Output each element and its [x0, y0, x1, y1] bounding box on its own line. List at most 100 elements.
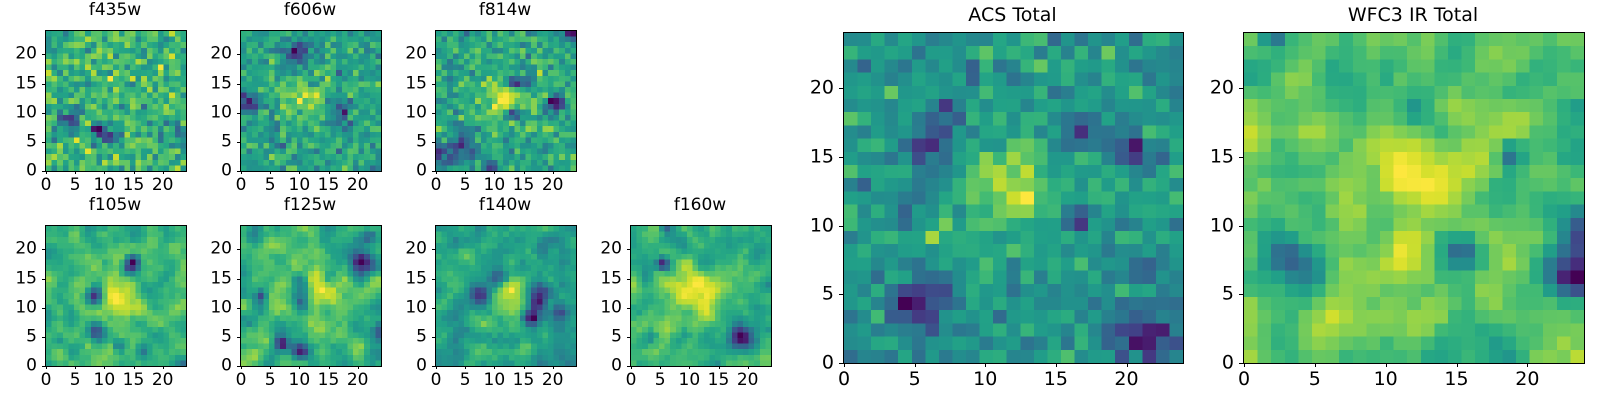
ytick-f814w-5	[432, 141, 435, 143]
yticklabel-f435w-20: 20	[15, 43, 37, 64]
xticklabel-f105w-15: 15	[122, 370, 145, 390]
xtick-acs-total-5	[914, 363, 916, 367]
xtick-f606w-15	[328, 171, 330, 174]
ytick-f140w-5	[432, 336, 435, 338]
yticklabel-f140w-15: 15	[405, 268, 427, 288]
panel-f435w: f435w 0 5 10 15 20 0 5 10 15 20	[0, 0, 187, 202]
xtick-f814w-10	[494, 171, 496, 174]
xticklabel-f814w-0: 0	[430, 175, 442, 195]
yticklabel-f160w-0: 0	[611, 355, 622, 376]
xtick-acs-total-15	[1055, 363, 1057, 367]
xticklabel-f140w-10: 10	[483, 370, 506, 390]
ytick-f606w-0	[237, 171, 240, 172]
panel-acs-total: ACS Total 0 5 10 15 20 0 5 10 15 20	[798, 2, 1184, 394]
xtick-f160w-5	[660, 366, 662, 369]
yticklabel-f814w-0: 0	[416, 160, 427, 181]
panel-title-f105w: f105w	[88, 195, 142, 215]
xtick-wfc3-ir-total-0	[1244, 363, 1245, 367]
panel-title-acs-total: ACS Total	[968, 4, 1057, 26]
ytick-wfc3-ir-total-0	[1239, 363, 1243, 364]
xticklabel-acs-total-15: 15	[1043, 368, 1068, 390]
panel-f105w: f105w 0 5 10 15 20 0 5 10 15 20	[0, 195, 187, 397]
xticklabel-f606w-15: 15	[317, 175, 340, 195]
panel-title-f814w: f814w	[478, 0, 532, 20]
xtick-f125w-0	[241, 366, 242, 369]
xtick-f125w-5	[270, 366, 272, 369]
xticklabel-wfc3-ir-total-20: 20	[1515, 368, 1540, 390]
xticklabel-f435w-20: 20	[151, 175, 174, 195]
xticklabel-f160w-0: 0	[625, 370, 637, 390]
heatmap-f160w	[630, 225, 772, 367]
xtick-f140w-0	[436, 366, 437, 369]
panel-title-wfc3-ir-total: WFC3 IR Total	[1347, 4, 1479, 26]
xtick-f105w-20	[162, 366, 164, 369]
xtick-f105w-15	[133, 366, 135, 369]
yticklabel-f125w-5: 5	[221, 326, 232, 347]
ytick-wfc3-ir-total-10	[1239, 225, 1243, 227]
heatmap-acs-total	[843, 32, 1184, 364]
heatmap-image-f814w	[436, 31, 576, 171]
yticklabel-f606w-15: 15	[210, 73, 232, 93]
panel-title-f125w: f125w	[283, 195, 337, 215]
xticklabel-f435w-15: 15	[122, 175, 145, 195]
ytick-acs-total-0	[839, 363, 843, 364]
xtick-f814w-0	[436, 171, 437, 174]
ytick-f105w-0	[42, 366, 45, 367]
ytick-f435w-15	[42, 83, 45, 85]
yticklabel-f160w-10: 10	[600, 297, 622, 318]
ytick-f125w-0	[237, 366, 240, 367]
xticklabel-f814w-20: 20	[541, 175, 564, 195]
heatmap-image-acs-total	[844, 33, 1183, 363]
xticklabel-f160w-5: 5	[654, 370, 666, 390]
xticklabel-f160w-20: 20	[736, 370, 759, 390]
ytick-f814w-0	[432, 171, 435, 172]
xtick-acs-total-0	[844, 363, 845, 367]
xtick-f606w-20	[357, 171, 359, 174]
xticklabel-f160w-15: 15	[707, 370, 730, 390]
ytick-f606w-5	[237, 141, 240, 143]
panel-f160w: f160w 0 5 10 15 20 0 5 10 15 20	[585, 195, 772, 397]
xticklabel-f435w-5: 5	[69, 175, 81, 195]
ytick-f105w-20	[42, 249, 45, 251]
yticklabel-f435w-5: 5	[26, 131, 37, 152]
xticklabel-f125w-5: 5	[264, 370, 276, 390]
yticklabel-f606w-20: 20	[210, 43, 232, 64]
xticklabel-f140w-20: 20	[541, 370, 564, 390]
xticklabel-wfc3-ir-total-0: 0	[1237, 368, 1251, 390]
ytick-f125w-20	[237, 249, 240, 251]
panel-title-f140w: f140w	[478, 195, 532, 215]
xtick-f814w-15	[523, 171, 525, 174]
xtick-f160w-15	[718, 366, 720, 369]
ytick-f435w-0	[42, 171, 45, 172]
ytick-acs-total-20	[839, 88, 843, 89]
heatmap-image-f160w	[631, 226, 771, 366]
ytick-acs-total-10	[839, 225, 843, 227]
xticklabel-f606w-0: 0	[235, 175, 247, 195]
xticklabel-f606w-10: 10	[288, 175, 311, 195]
yticklabel-f435w-10: 10	[15, 102, 37, 123]
panel-wfc3-ir-total: WFC3 IR Total 0 5 10 15 20 0 5 10 15 20	[1198, 2, 1585, 394]
xticklabel-acs-total-5: 5	[908, 368, 921, 390]
ytick-f160w-5	[627, 336, 630, 338]
yticklabel-f435w-15: 15	[15, 73, 37, 93]
xtick-f160w-20	[747, 366, 749, 369]
xticklabel-acs-total-0: 0	[837, 368, 851, 390]
ytick-f105w-15	[42, 278, 45, 280]
xtick-f435w-20	[162, 171, 164, 174]
yticklabel-acs-total-15: 15	[809, 145, 834, 168]
xticklabel-f435w-10: 10	[93, 175, 116, 195]
heatmap-f140w	[435, 225, 577, 367]
yticklabel-wfc3-ir-total-20: 20	[1209, 76, 1234, 99]
heatmap-f125w	[240, 225, 382, 367]
ytick-f140w-20	[432, 249, 435, 251]
xticklabel-f105w-20: 20	[151, 370, 174, 390]
ytick-f606w-20	[237, 54, 240, 56]
xticklabel-f105w-0: 0	[40, 370, 52, 390]
yticklabel-f125w-10: 10	[210, 297, 232, 318]
xticklabel-f435w-0: 0	[40, 175, 52, 195]
yticklabel-f105w-10: 10	[15, 297, 37, 318]
ytick-f814w-10	[432, 112, 435, 114]
xtick-f125w-15	[328, 366, 330, 369]
xticklabel-wfc3-ir-total-15: 15	[1444, 368, 1469, 390]
